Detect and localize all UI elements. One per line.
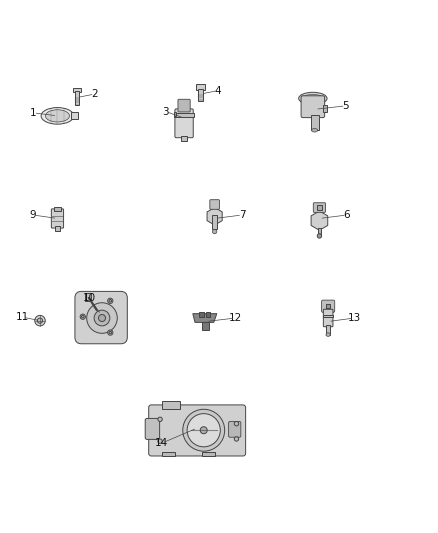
Text: 1: 1 xyxy=(30,108,37,118)
Bar xyxy=(199,312,204,317)
Circle shape xyxy=(234,422,239,426)
Text: 5: 5 xyxy=(343,101,349,111)
Bar xyxy=(326,304,330,309)
FancyBboxPatch shape xyxy=(321,300,335,312)
Bar xyxy=(173,112,176,116)
Text: 11: 11 xyxy=(16,312,29,322)
Polygon shape xyxy=(311,211,328,230)
Bar xyxy=(55,227,60,231)
Bar xyxy=(181,135,187,141)
Ellipse shape xyxy=(326,333,330,336)
Ellipse shape xyxy=(302,94,323,102)
Bar xyxy=(162,452,175,456)
Circle shape xyxy=(35,316,45,326)
Bar xyxy=(196,84,205,90)
Ellipse shape xyxy=(212,229,217,234)
Circle shape xyxy=(158,417,162,422)
Bar xyxy=(201,452,215,456)
Circle shape xyxy=(200,427,207,434)
Bar xyxy=(317,205,322,210)
Polygon shape xyxy=(193,313,217,322)
Circle shape xyxy=(37,318,42,323)
Text: 6: 6 xyxy=(344,210,350,220)
Ellipse shape xyxy=(311,128,318,132)
Text: 12: 12 xyxy=(229,313,242,323)
FancyBboxPatch shape xyxy=(301,96,325,118)
Bar xyxy=(198,89,203,101)
Bar xyxy=(323,314,333,317)
Bar xyxy=(323,106,327,111)
Bar xyxy=(71,112,78,119)
Ellipse shape xyxy=(299,92,327,104)
Bar xyxy=(73,88,81,92)
Text: 9: 9 xyxy=(30,210,36,220)
Bar xyxy=(326,325,330,335)
Bar xyxy=(54,207,61,211)
Circle shape xyxy=(234,437,239,441)
FancyBboxPatch shape xyxy=(178,99,190,112)
Circle shape xyxy=(99,314,106,321)
Text: 10: 10 xyxy=(83,293,96,303)
Bar xyxy=(162,401,180,409)
Bar xyxy=(206,312,210,317)
FancyBboxPatch shape xyxy=(145,418,159,439)
FancyBboxPatch shape xyxy=(323,309,333,327)
Circle shape xyxy=(94,310,110,326)
Circle shape xyxy=(80,314,85,319)
Bar xyxy=(85,293,91,302)
Bar xyxy=(212,215,217,229)
FancyBboxPatch shape xyxy=(313,203,325,212)
Bar xyxy=(311,115,318,130)
Ellipse shape xyxy=(41,108,74,124)
Text: 4: 4 xyxy=(215,85,222,95)
FancyBboxPatch shape xyxy=(210,200,219,209)
Circle shape xyxy=(183,409,225,451)
FancyBboxPatch shape xyxy=(51,209,64,228)
Circle shape xyxy=(317,234,321,238)
Circle shape xyxy=(158,439,162,443)
Circle shape xyxy=(187,414,220,447)
Text: 13: 13 xyxy=(348,313,361,323)
FancyBboxPatch shape xyxy=(149,405,246,456)
Circle shape xyxy=(81,316,84,318)
Text: 7: 7 xyxy=(239,210,245,220)
Bar xyxy=(318,228,321,236)
Circle shape xyxy=(108,298,113,303)
Text: 2: 2 xyxy=(91,89,98,99)
Bar xyxy=(75,92,79,106)
Ellipse shape xyxy=(46,110,70,122)
FancyBboxPatch shape xyxy=(75,292,127,344)
Polygon shape xyxy=(207,207,222,225)
FancyBboxPatch shape xyxy=(175,109,193,138)
Bar xyxy=(201,321,209,330)
FancyBboxPatch shape xyxy=(229,422,241,437)
Circle shape xyxy=(109,332,112,334)
Circle shape xyxy=(108,330,113,335)
Text: 3: 3 xyxy=(162,107,169,117)
Text: 14: 14 xyxy=(155,438,168,448)
Bar xyxy=(174,113,194,117)
Circle shape xyxy=(87,303,117,333)
Circle shape xyxy=(109,300,112,302)
